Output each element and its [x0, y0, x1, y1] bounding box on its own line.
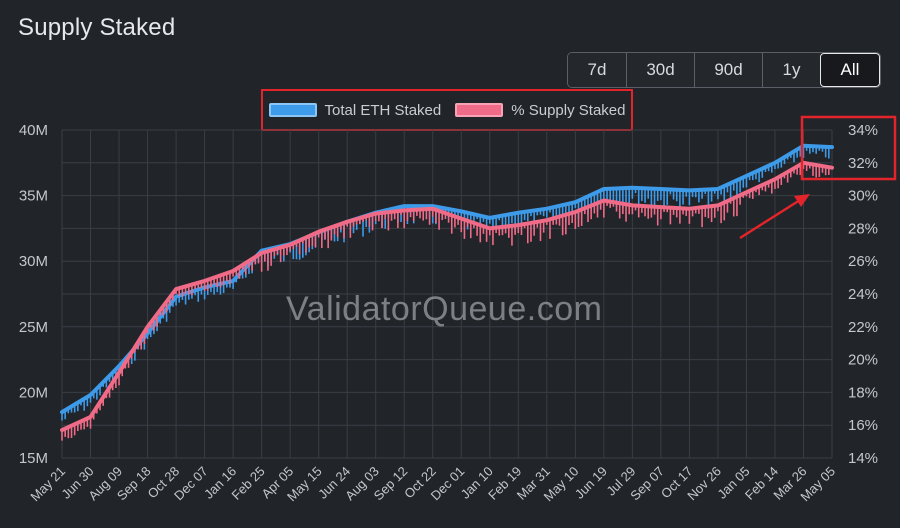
left-axis-tick-label: 25M — [19, 319, 48, 336]
right-axis-tick-label: 16% — [848, 417, 878, 434]
legend-label-total-eth: Total ETH Staked — [324, 101, 442, 119]
grid-lines — [61, 129, 833, 459]
arrow-head — [794, 194, 810, 207]
series-lines — [60, 143, 834, 441]
left-axis-tick-label: 20M — [19, 384, 48, 401]
x-axis-tick-label: May 21 — [27, 464, 68, 505]
highlight-box — [800, 115, 897, 181]
legend-item-pct-supply[interactable]: % Supply Staked — [455, 102, 625, 119]
left-axis-tick-label: 15M — [19, 450, 48, 467]
right-axis-ticks: 14% 16% 18% 20% 22% 24% 26% 28% 30% 32% 34% — [848, 122, 878, 467]
arrow-line — [739, 198, 801, 240]
series-line-total-eth — [60, 143, 834, 415]
page-title: Supply Staked — [18, 14, 176, 41]
x-axis-tick-label: Jun 19 — [572, 464, 610, 502]
legend-swatch-pct-supply — [455, 103, 504, 117]
right-axis-tick-label: 26% — [848, 253, 878, 270]
range-button-1y[interactable]: 1y — [762, 53, 820, 87]
right-axis-tick-label: 22% — [848, 319, 878, 336]
series-line-pct-supply — [60, 160, 834, 433]
legend-swatch-total-eth — [268, 103, 317, 117]
annotations — [739, 115, 897, 240]
right-axis-tick-label: 20% — [848, 352, 878, 369]
right-axis-tick-label: 18% — [848, 384, 878, 401]
right-axis-tick-label: 24% — [848, 286, 878, 303]
range-button-30d[interactable]: 30d — [626, 53, 694, 87]
right-axis-tick-label: 14% — [848, 450, 878, 467]
legend-label-pct-supply: % Supply Staked — [511, 101, 626, 119]
left-axis-tick-label: 40M — [19, 122, 48, 139]
right-axis-tick-label: 28% — [848, 220, 878, 237]
left-axis-tick-label: 30M — [19, 253, 48, 270]
right-axis-tick-label: 30% — [848, 188, 878, 205]
left-axis-ticks: 15M 20M 25M 30M 35M 40M — [19, 122, 48, 467]
range-button-all[interactable]: All — [820, 53, 880, 87]
range-button-90d[interactable]: 90d — [694, 53, 762, 87]
left-axis-tick-label: 35M — [19, 188, 48, 205]
right-axis-tick-label: 34% — [848, 122, 878, 139]
time-range-selector: 7d 30d 90d 1y All — [567, 52, 881, 88]
legend-item-total-eth[interactable]: Total ETH Staked — [268, 101, 442, 119]
range-button-7d[interactable]: 7d — [568, 53, 626, 87]
right-axis-tick-label: 32% — [848, 155, 878, 172]
